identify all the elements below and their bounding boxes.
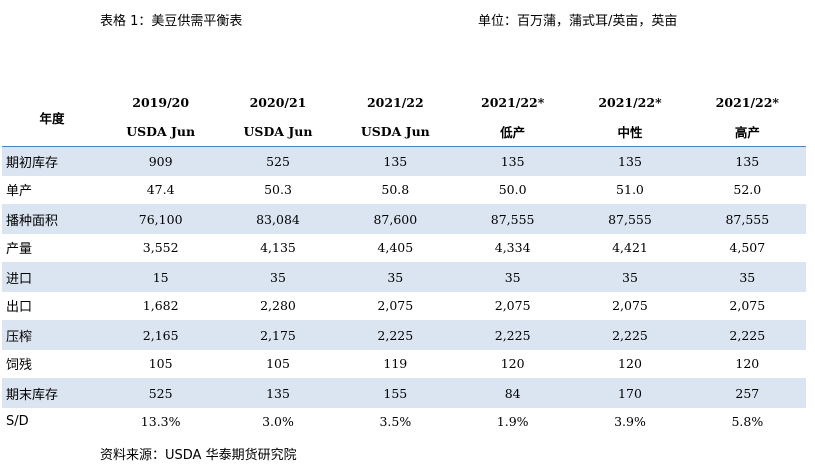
table-cell: 87,555	[453, 204, 572, 234]
row-header: 年度	[2, 88, 102, 147]
table-cell: 83,084	[219, 204, 337, 234]
table-cell: 4,135	[219, 233, 337, 263]
table-cell: 76,100	[102, 204, 220, 234]
table-cell: 2,225	[571, 320, 689, 350]
column-year: 2020/21	[249, 94, 307, 110]
table-cell: 4,421	[571, 233, 689, 263]
table-cell: 257	[688, 378, 806, 408]
table-row: 进口 15 35 35 35 35 35	[2, 262, 806, 292]
table-cell: 15	[102, 262, 220, 292]
table-cell: 2,225	[336, 320, 454, 350]
column-year: 2021/22	[366, 94, 424, 110]
table-row: 单产 47.4 50.3 50.8 50.0 51.0 52.0	[2, 175, 806, 205]
table-cell: 909	[102, 146, 220, 176]
table-caption: 表格 1：美豆供需平衡表	[100, 14, 243, 29]
table-cell: 4,334	[453, 233, 572, 263]
table-cell: 87,555	[688, 204, 806, 234]
table-cell: 135	[453, 146, 572, 176]
supply-demand-table: 年度 2019/20 2020/21 2021/22 2021/22* 2021…	[2, 88, 806, 436]
table-cell: 2,075	[571, 291, 689, 321]
source-note: 资料来源：USDA 华泰期货研究院	[100, 448, 297, 463]
column-sub: USDA Jun	[219, 116, 337, 147]
column-year: 2019/20	[132, 94, 190, 110]
table-cell: 525	[102, 378, 220, 408]
table-cell: 105	[219, 349, 337, 379]
table-cell: 2,075	[453, 291, 572, 321]
column-year: 2021/22*	[598, 94, 662, 110]
table-cell: 50.8	[336, 175, 454, 205]
table-cell: 2,280	[219, 291, 337, 321]
table-cell: 105	[102, 349, 220, 379]
table-cell: 2,225	[453, 320, 572, 350]
table-cell: 135	[219, 378, 337, 408]
table-cell: 2,165	[102, 320, 220, 350]
column-year: 2021/22*	[715, 94, 779, 110]
table-cell: 47.4	[102, 175, 220, 205]
table-cell: 2,075	[688, 291, 806, 321]
table-row: 期初库存 909 525 135 135 135 135	[2, 146, 806, 176]
table-cell: 50.0	[453, 175, 572, 205]
table-cell: 155	[336, 378, 454, 408]
table-cell: 2,175	[219, 320, 337, 350]
unit-note: 单位：百万蒲，蒲式耳/英亩，英亩	[478, 14, 678, 29]
table-cell: 3,552	[102, 233, 220, 263]
table-cell: 87,555	[571, 204, 689, 234]
table-cell: 3.9%	[614, 414, 646, 430]
table-row: S/D 13.3% 3.0% 3.5% 1.9% 3.9% 5.8%	[2, 408, 806, 437]
header-row-scenario: USDA Jun USDA Jun USDA Jun 低产 中性 高产	[2, 116, 806, 147]
table-cell: 50.3	[219, 175, 337, 205]
table-cell: 170	[571, 378, 689, 408]
table-cell: 135	[336, 146, 454, 176]
column-sub: 高产	[688, 116, 806, 147]
table-cell: 135	[571, 146, 689, 176]
table-row: 播种面积 76,100 83,084 87,600 87,555 87,555 87,555	[2, 204, 806, 234]
row-label: 压榨	[2, 320, 102, 350]
row-label: 进口	[2, 262, 102, 292]
table-cell: 35	[453, 262, 572, 292]
table-cell: 120	[453, 349, 572, 379]
row-label: S/D	[6, 414, 29, 430]
table-cell: 13.3%	[140, 414, 181, 430]
row-label: 产量	[2, 233, 102, 263]
row-label: 单产	[2, 175, 102, 205]
row-label: 期末库存	[2, 378, 102, 408]
table-cell: 35	[571, 262, 689, 292]
table-cell: 119	[336, 349, 454, 379]
row-label: 饲残	[2, 349, 102, 379]
column-sub: 中性	[571, 116, 689, 147]
table-row: 压榨 2,165 2,175 2,225 2,225 2,225 2,225	[2, 320, 806, 350]
table-cell: 135	[688, 146, 806, 176]
table-cell: 2,075	[336, 291, 454, 321]
table-cell: 35	[336, 262, 454, 292]
table-row: 出口 1,682 2,280 2,075 2,075 2,075 2,075	[2, 291, 806, 321]
row-label: 出口	[2, 291, 102, 321]
table-cell: 52.0	[688, 175, 806, 205]
table-cell: 120	[571, 349, 689, 379]
header-row-year: 年度 2019/20 2020/21 2021/22 2021/22* 2021…	[2, 88, 806, 147]
column-year: 2021/22*	[481, 94, 545, 110]
table-cell: 525	[219, 146, 337, 176]
table-cell: 35	[688, 262, 806, 292]
row-label: 播种面积	[2, 204, 102, 234]
table-cell: 84	[453, 378, 572, 408]
row-label: 期初库存	[2, 146, 102, 176]
table-row: 期末库存 525 135 155 84 170 257	[2, 378, 806, 408]
table-cell: 3.0%	[262, 414, 294, 430]
column-sub: USDA Jun	[102, 116, 220, 147]
table-cell: 35	[219, 262, 337, 292]
table-cell: 1.9%	[496, 414, 529, 430]
column-sub: 低产	[453, 116, 572, 147]
table-cell: 3.5%	[379, 414, 412, 430]
table-cell: 5.8%	[731, 414, 764, 430]
table-row: 饲残 105 105 119 120 120 120	[2, 349, 806, 379]
table-row: 产量 3,552 4,135 4,405 4,334 4,421 4,507	[2, 233, 806, 263]
table-cell: 1,682	[102, 291, 220, 321]
table-cell: 51.0	[571, 175, 689, 205]
column-sub: USDA Jun	[336, 116, 454, 147]
table-cell: 4,405	[336, 233, 454, 263]
table-cell: 4,507	[688, 233, 806, 263]
table-cell: 120	[688, 349, 806, 379]
table-cell: 2,225	[688, 320, 806, 350]
table-cell: 87,600	[336, 204, 454, 234]
